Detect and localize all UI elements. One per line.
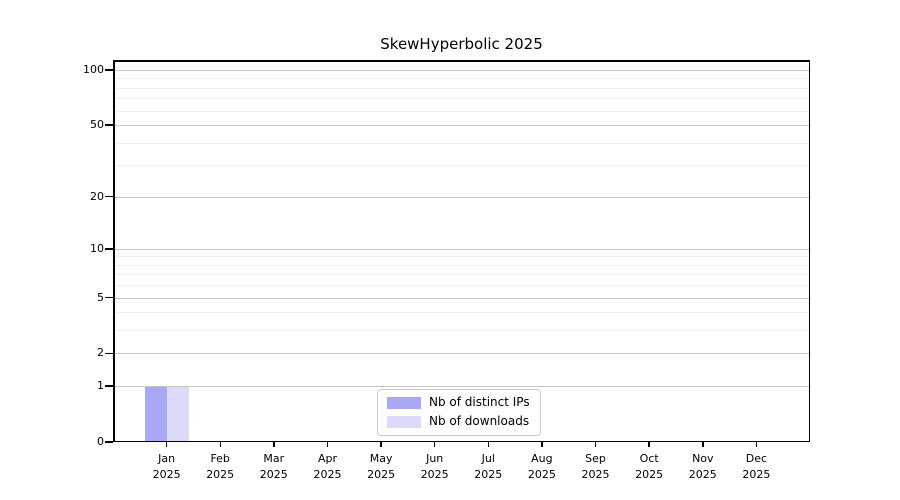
x-tick-month: Feb	[210, 452, 230, 465]
x-tick-month: Jan	[158, 452, 176, 465]
x-tick-label-aug: Aug 2025	[507, 451, 577, 483]
x-tick-label-jul: Jul 2025	[453, 451, 523, 483]
legend-label-nb-of-downloads: Nb of downloads	[429, 414, 530, 428]
y-tick-mark-1	[105, 385, 113, 387]
gridline-minor-30	[113, 165, 810, 167]
x-tick-year: 2025	[688, 468, 717, 481]
x-tick-month: Mar	[263, 452, 285, 465]
y-tick-label-0: 0	[97, 435, 104, 448]
x-tick-month: Jul	[481, 452, 495, 465]
y-tick-mark-100	[105, 69, 113, 71]
x-tick-year: 2025	[742, 468, 771, 481]
x-tick-label-oct: Oct 2025	[614, 451, 684, 483]
legend-entry-nb-of-downloads: Nb of downloads	[387, 414, 530, 429]
y-tick-mark-10	[105, 248, 113, 250]
x-tick-mark-may	[380, 442, 382, 447]
gridline-minor-90	[113, 78, 810, 80]
x-tick-year: 2025	[313, 468, 342, 481]
x-tick-label-sep: Sep 2025	[561, 451, 631, 483]
x-tick-mark-apr	[326, 442, 329, 447]
x-tick-label-nov: Nov 2025	[668, 451, 738, 483]
x-axis-line	[113, 440, 810, 442]
gridline-major-5	[113, 297, 810, 299]
y-tick-label-5: 5	[97, 290, 104, 304]
x-tick-month: May	[369, 452, 393, 465]
gridline-major-1	[113, 386, 810, 388]
gridline-minor-3	[113, 330, 810, 332]
x-tick-year: 2025	[367, 468, 396, 481]
y-tick-mark-5	[105, 296, 113, 299]
x-tick-month: Jun	[426, 452, 444, 465]
y-tick-mark-20	[105, 195, 113, 198]
bar-nb-of-downloads-jan	[166, 386, 189, 442]
x-tick-year: 2025	[259, 468, 288, 481]
x-tick-month: Apr	[317, 452, 338, 465]
legend-label-nb-of-distinct-ips: Nb of distinct IPs	[429, 395, 530, 409]
x-tick-label-may: May 2025	[346, 451, 416, 483]
x-tick-year: 2025	[474, 468, 503, 481]
plot-area	[113, 60, 810, 442]
gridline-major-50	[113, 125, 810, 127]
x-tick-mark-feb	[219, 442, 221, 447]
y-tick-label-10: 10	[90, 241, 104, 255]
gridline-minor-6	[113, 285, 810, 287]
x-tick-month: Nov	[692, 452, 714, 465]
legend-entry-nb-of-distinct-ips: Nb of distinct IPs	[387, 395, 530, 410]
gridline-major-10	[113, 248, 810, 250]
gridline-minor-70	[113, 98, 810, 100]
gridline-major-100	[113, 70, 810, 71]
x-tick-year: 2025	[581, 468, 610, 481]
legend: Nb of distinct IPs Nb of downloads	[377, 389, 541, 436]
x-tick-label-feb: Feb 2025	[185, 451, 255, 483]
x-tick-label-jan: Jan 2025	[132, 451, 202, 483]
x-tick-mark-oct	[648, 442, 650, 447]
x-tick-label-dec: Dec 2025	[721, 451, 791, 483]
gridline-minor-8	[113, 264, 810, 266]
gridline-minor-4	[113, 312, 810, 314]
legend-swatch-nb-of-downloads	[387, 415, 421, 428]
x-tick-label-apr: Apr 2025	[293, 451, 363, 483]
y-tick-label-2: 2	[97, 346, 104, 360]
gridline-major-2	[113, 353, 810, 355]
gridline-minor-40	[113, 142, 810, 144]
chart-title: SkewHyperbolic 2025	[380, 35, 543, 53]
y-tick-label-100: 100	[83, 63, 104, 76]
x-tick-month: Dec	[745, 452, 768, 465]
x-tick-mark-nov	[702, 442, 704, 447]
x-tick-mark-jan	[165, 442, 168, 447]
x-tick-month: Oct	[639, 452, 659, 465]
x-tick-mark-jun	[433, 442, 436, 447]
x-tick-year: 2025	[152, 468, 181, 481]
x-tick-year: 2025	[206, 468, 235, 481]
x-tick-year: 2025	[635, 468, 664, 481]
legend-swatch-nb-of-distinct-ips	[387, 396, 421, 409]
x-tick-month: Sep	[585, 452, 606, 465]
x-tick-mark-dec	[755, 442, 758, 447]
x-tick-label-jun: Jun 2025	[400, 451, 470, 483]
x-tick-mark-jul	[487, 442, 490, 447]
y-tick-label-20: 20	[90, 189, 104, 203]
x-tick-mark-sep	[594, 442, 597, 447]
gridline-minor-9	[113, 256, 810, 258]
y-tick-mark-0	[105, 441, 113, 443]
gridline-minor-7	[113, 274, 810, 276]
x-tick-year: 2025	[420, 468, 449, 481]
x-tick-mark-mar	[273, 442, 275, 447]
gridline-major-20	[113, 196, 810, 198]
right-spine	[808, 60, 810, 442]
top-spine	[113, 60, 810, 62]
x-tick-label-mar: Mar 2025	[239, 451, 309, 483]
x-tick-mark-aug	[541, 442, 543, 447]
x-tick-month: Aug	[531, 452, 553, 465]
y-tick-mark-2	[105, 352, 113, 355]
y-tick-label-50: 50	[90, 118, 104, 132]
y-tick-label-1: 1	[97, 379, 104, 393]
x-tick-year: 2025	[527, 468, 556, 481]
bar-nb-of-distinct-ips-jan	[144, 386, 167, 442]
gridline-minor-60	[113, 110, 810, 112]
y-tick-mark-50	[105, 124, 113, 126]
left-spine	[113, 60, 115, 442]
gridline-minor-80	[113, 87, 810, 89]
